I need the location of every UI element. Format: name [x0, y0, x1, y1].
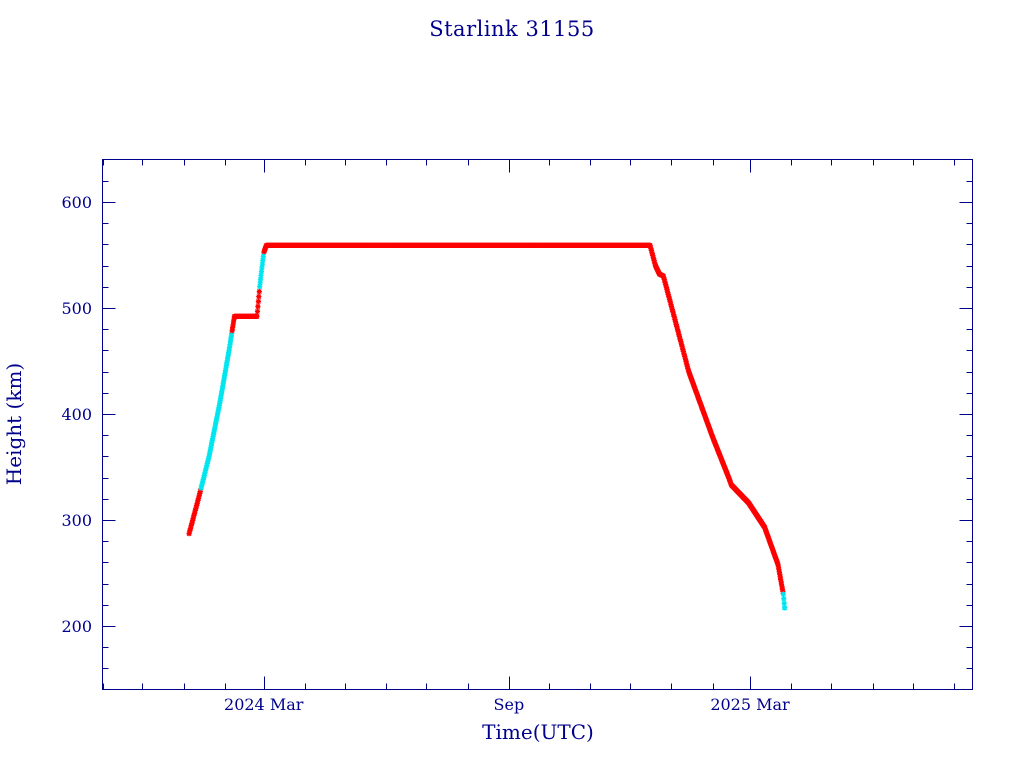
- x-tick-label: 2024 Mar: [224, 695, 304, 714]
- data-point-secondary: [257, 284, 263, 290]
- data-point: [229, 327, 235, 334]
- data-point-secondary: [782, 605, 788, 611]
- data-point: [255, 303, 261, 310]
- data-point-secondary: [229, 330, 235, 336]
- y-axis-label: Height (km): [2, 363, 26, 485]
- data-point-secondary: [228, 333, 234, 339]
- data-point-secondary: [226, 347, 232, 353]
- data-point-secondary: [226, 344, 233, 351]
- data-point-secondary: [227, 342, 233, 348]
- axis-ticks: [102, 159, 973, 690]
- data-point-secondary: [781, 596, 787, 602]
- data-point-secondary: [780, 591, 786, 597]
- data-point-secondary: [258, 272, 264, 278]
- data-point: [230, 325, 236, 331]
- y-tick-label: 400: [61, 405, 92, 424]
- data-point-secondary: [258, 276, 264, 282]
- data-point: [255, 298, 261, 305]
- series-line: [188, 244, 786, 608]
- x-axis-label: Time(UTC): [482, 720, 594, 744]
- y-tick-label: 200: [61, 617, 92, 636]
- data-point-secondary: [228, 336, 234, 342]
- data-point-secondary: [259, 265, 265, 271]
- data-point-secondary: [781, 600, 787, 606]
- data-points: [186, 242, 788, 611]
- y-tick-label: 500: [61, 299, 92, 318]
- y-tick-labels: 200 300 400 500 600: [61, 193, 92, 636]
- data-point: [254, 313, 260, 319]
- data-point: [230, 322, 236, 328]
- chart-title: Starlink 31155: [429, 17, 595, 41]
- x-tick-labels: 2024 Mar Sep 2025 Mar: [224, 695, 790, 714]
- data-point: [256, 289, 262, 295]
- y-tick-label: 600: [61, 193, 92, 212]
- data-point-secondary: [260, 257, 266, 263]
- plot-frame: [102, 159, 973, 690]
- data-point: [230, 319, 237, 325]
- data-point: [254, 308, 261, 314]
- data-point-secondary: [257, 280, 263, 286]
- data-point-secondary: [260, 253, 266, 260]
- data-point-secondary: [258, 269, 265, 275]
- x-tick-label: 2025 Mar: [710, 695, 790, 714]
- data-point: [231, 316, 237, 322]
- data-point-secondary: [227, 339, 233, 345]
- data-point: [256, 294, 262, 300]
- data-point-secondary: [259, 261, 265, 267]
- x-tick-label: Sep: [494, 695, 525, 714]
- y-tick-label: 300: [61, 511, 92, 530]
